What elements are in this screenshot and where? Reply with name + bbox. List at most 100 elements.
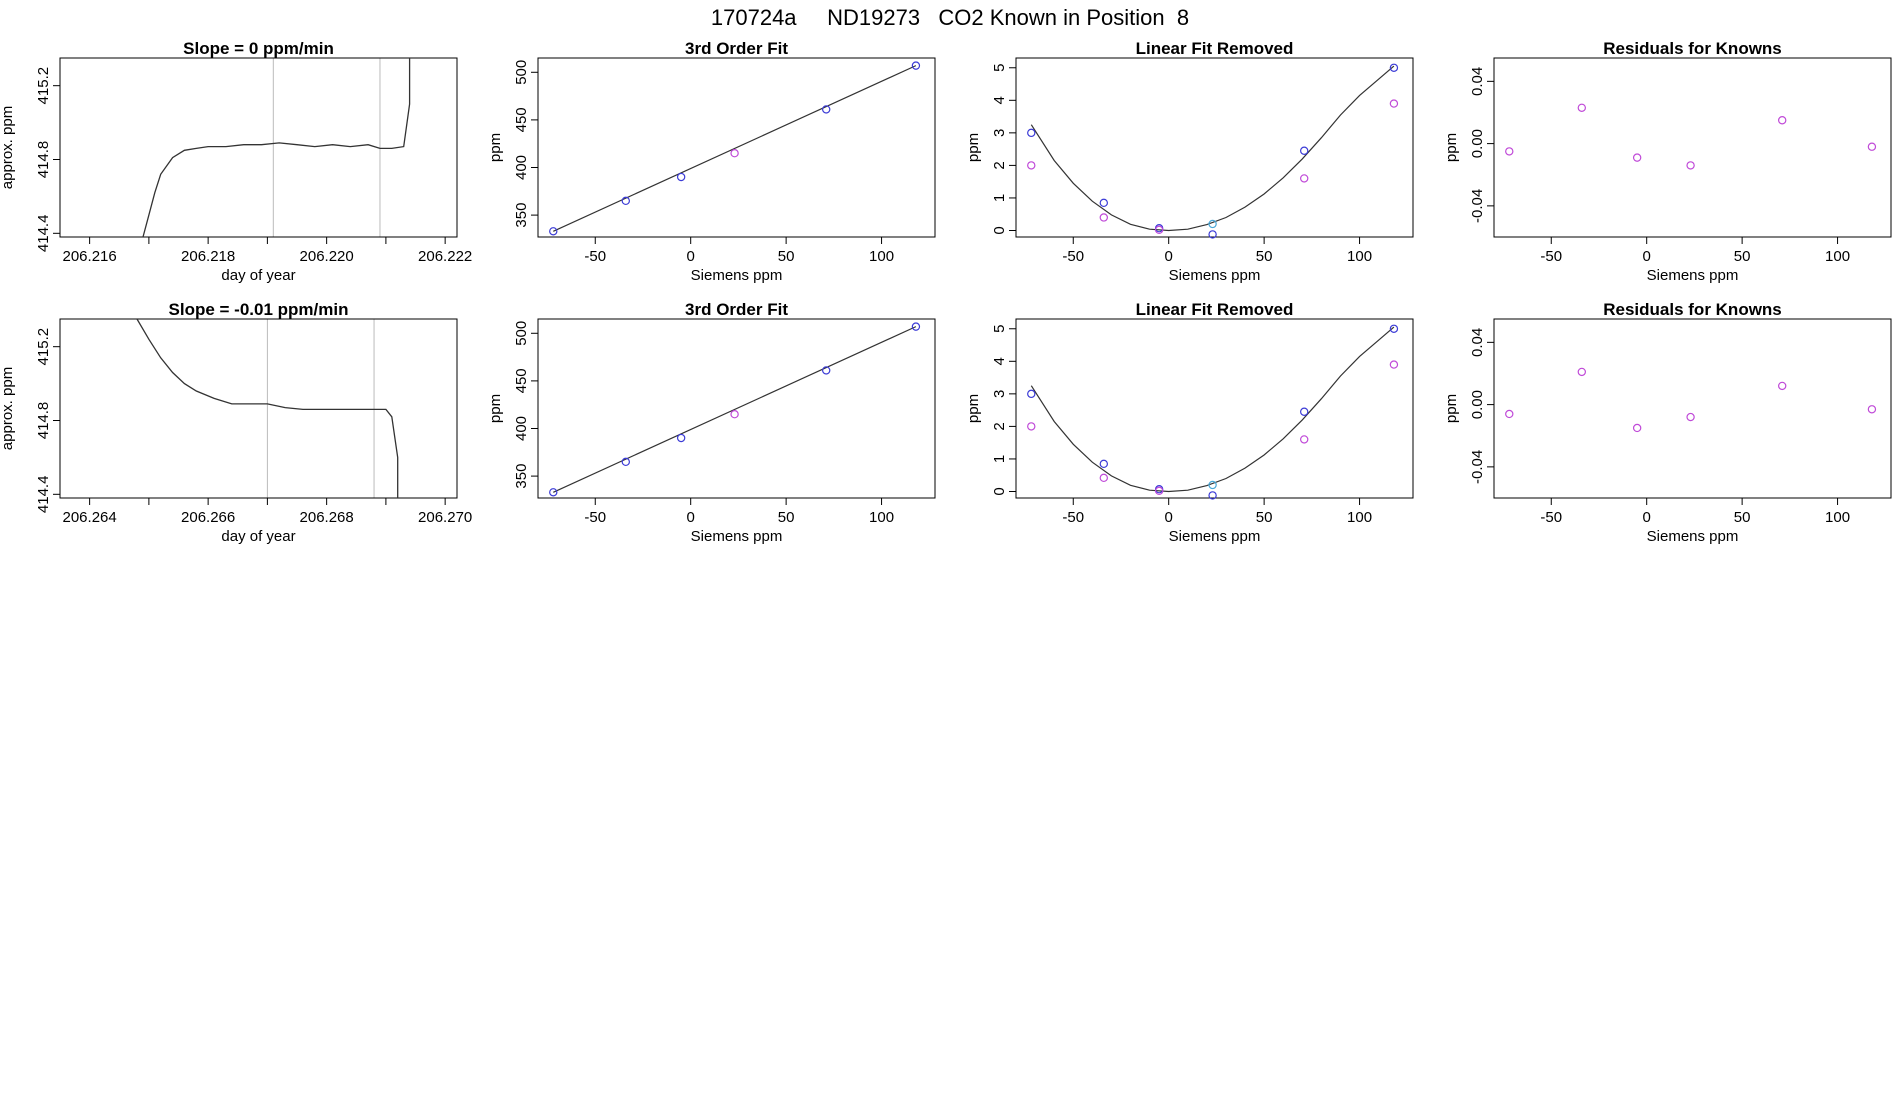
y-tick-label: 414.4 <box>35 476 52 514</box>
y-tick-label: 500 <box>513 60 530 85</box>
data-point <box>1389 360 1399 369</box>
chart-panel-r1c4: Residuals for Knowns -50 0 50 100 Siemens ppm… <box>1443 39 1892 284</box>
x-tick-label: -50 <box>584 509 606 526</box>
data-point <box>1208 230 1217 239</box>
x-tick-label: 100 <box>869 509 894 526</box>
data-point <box>1208 480 1217 490</box>
data-point <box>1389 324 1399 333</box>
y-tick-label: 450 <box>513 107 530 132</box>
x-axis-label: Siemens ppm <box>691 528 783 545</box>
x-axis-label: Siemens ppm <box>1169 528 1261 545</box>
x-tick-label: 0 <box>1643 509 1651 526</box>
x-tick-label: 100 <box>1347 248 1372 265</box>
data-point <box>1632 153 1642 162</box>
y-tick-label: 4 <box>991 96 1008 104</box>
chart-panel-r2c4: Residuals for Knowns -50 0 50 100 Siemens ppm… <box>1443 300 1892 545</box>
y-tick-label: -0.04 <box>1469 450 1486 484</box>
x-axis-label: day of year <box>221 267 295 284</box>
plot-area <box>1030 65 1395 232</box>
y-tick-label: 414.8 <box>35 141 52 179</box>
page-title: 170724a ND19273 CO2 Known in Position 8 <box>710 5 1190 30</box>
data-point <box>822 366 831 375</box>
x-tick-label: 206.218 <box>181 248 235 265</box>
data-point <box>1300 146 1309 155</box>
data-point <box>676 433 686 443</box>
y-tick-label: 0.00 <box>1469 129 1486 158</box>
x-tick-label: 50 <box>1256 248 1273 265</box>
x-tick-label: 206.268 <box>300 509 354 526</box>
data-point <box>549 227 558 236</box>
chart-title: 3rd Order Fit <box>685 39 788 58</box>
y-axis-label: ppm <box>1443 394 1460 423</box>
y-axis-label: ppm <box>1443 133 1460 162</box>
x-tick-label: 206.270 <box>418 509 472 526</box>
x-tick-label: 50 <box>1256 509 1273 526</box>
fit-curve <box>1030 65 1395 232</box>
x-tick-label: 0 <box>687 509 695 526</box>
plot-area <box>136 319 399 498</box>
data-point <box>1154 225 1164 235</box>
chart-panel-r1c1: Slope = 0 ppm/min 206.216 206.218 206.220 20… <box>0 39 472 284</box>
y-tick-label: 415.2 <box>35 67 52 105</box>
y-axis-label: approx. ppm <box>0 367 16 450</box>
data-point <box>1099 459 1108 469</box>
y-tick-label: 1 <box>991 455 1008 463</box>
series-line <box>136 319 399 498</box>
x-axis-label: day of year <box>221 528 295 545</box>
x-tick-label: -50 <box>584 248 606 265</box>
data-point <box>1300 435 1309 444</box>
plot-frame <box>1493 57 1892 238</box>
data-point <box>1208 219 1217 229</box>
plot-area <box>1030 326 1395 493</box>
plot-frame <box>1015 57 1414 238</box>
chart-title: Linear Fit Removed <box>1136 39 1294 58</box>
y-tick-label: 0 <box>991 226 1008 234</box>
x-tick-label: 0 <box>1165 509 1173 526</box>
y-tick-label: 3 <box>991 129 1008 137</box>
data-point <box>549 488 558 497</box>
data-point <box>1099 198 1108 208</box>
x-tick-label: 50 <box>1734 509 1751 526</box>
chart-title: Slope = 0 ppm/min <box>183 39 334 58</box>
y-tick-label: 0.04 <box>1469 67 1486 96</box>
data-point <box>1778 116 1787 125</box>
data-point <box>1389 63 1399 72</box>
data-point <box>1505 147 1514 156</box>
x-tick-label: -50 <box>1062 509 1084 526</box>
x-axis-label: Siemens ppm <box>691 267 783 284</box>
y-tick-label: 500 <box>513 321 530 346</box>
x-tick-label: 206.222 <box>418 248 472 265</box>
y-tick-label: 400 <box>513 155 530 180</box>
data-point <box>1577 367 1586 377</box>
x-tick-label: 50 <box>1734 248 1751 265</box>
data-point <box>1208 491 1217 500</box>
data-point <box>1027 389 1036 399</box>
y-tick-label: 400 <box>513 416 530 441</box>
data-point <box>1027 128 1036 138</box>
data-point <box>1099 213 1108 222</box>
chart-title: 3rd Order Fit <box>685 300 788 319</box>
x-tick-label: 100 <box>1825 248 1850 265</box>
chart-panel-r1c3: Linear Fit Removed -50 0 50 100 Siemens ppm 0 1… <box>965 39 1414 284</box>
plot-area <box>142 58 411 237</box>
chart-panel-r2c3: Linear Fit Removed -50 0 50 100 Siemens ppm 0 1… <box>965 300 1414 545</box>
y-tick-label: 5 <box>991 64 1008 72</box>
chart-title: Linear Fit Removed <box>1136 300 1294 319</box>
fit-line <box>553 326 917 493</box>
x-tick-label: 50 <box>778 509 795 526</box>
fit-line <box>553 65 917 232</box>
y-tick-label: 4 <box>991 357 1008 365</box>
x-tick-label: 100 <box>1825 509 1850 526</box>
data-point <box>1686 161 1695 170</box>
data-point <box>1686 412 1695 422</box>
x-tick-label: -50 <box>1540 248 1562 265</box>
y-tick-label: -0.04 <box>1469 189 1486 223</box>
data-point <box>1632 423 1642 433</box>
x-axis-label: Siemens ppm <box>1647 528 1739 545</box>
y-tick-label: 5 <box>991 325 1008 333</box>
x-tick-label: 206.266 <box>181 509 235 526</box>
chart-panel-r2c1: Slope = -0.01 ppm/min 206.264 206.266 206.2… <box>0 300 472 545</box>
x-tick-label: 0 <box>687 248 695 265</box>
plot-area <box>553 65 917 232</box>
